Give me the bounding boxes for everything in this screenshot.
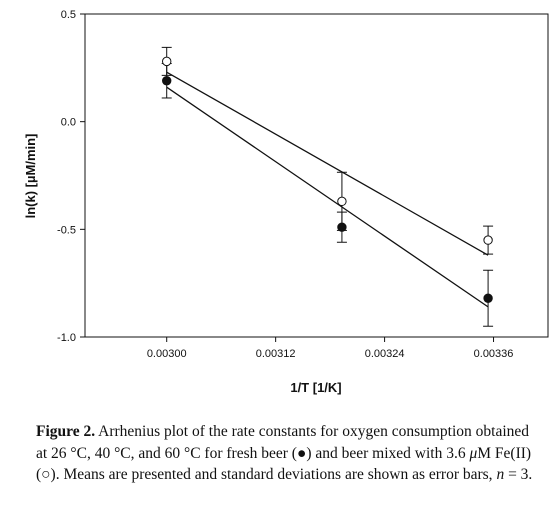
filled-circle-symbol: ● xyxy=(296,444,307,462)
figure-caption: Figure 2. Arrhenius plot of the rate con… xyxy=(36,421,536,486)
data-points xyxy=(162,56,493,303)
point-open xyxy=(162,56,172,67)
y-axis-label: ln(k) [µM/min] xyxy=(23,134,38,219)
caption-text-4: ). Means are presented and standard devi… xyxy=(50,466,497,483)
caption-text-2: ) and beer mixed with 3.6 xyxy=(306,444,470,462)
arrhenius-chart: -1.0-0.50.00.5 0.00300 0.00312 0.00324 0.00… xyxy=(23,9,549,395)
fit-lines xyxy=(166,71,489,308)
x-tick-label: 0.00336 xyxy=(474,348,514,360)
point-open xyxy=(337,196,347,207)
fit-line-filled xyxy=(166,86,489,308)
open-circle-symbol: ○ xyxy=(41,466,51,483)
y-tick-label: -0.5 xyxy=(57,224,76,236)
y-tick-label: 0.0 xyxy=(61,117,76,129)
y-axis-ticks: -1.0 -0.5 0.0 0.5 xyxy=(57,9,85,344)
plot-frame xyxy=(84,13,549,338)
point-filled xyxy=(162,76,172,86)
point-filled xyxy=(483,293,493,303)
x-tick-label: 0.00324 xyxy=(365,348,405,360)
caption-label: Figure 2. xyxy=(36,423,96,440)
point-filled xyxy=(337,222,347,232)
caption-text-3: M Fe(II) ( xyxy=(36,444,532,484)
x-tick-label: 0.00300 xyxy=(147,348,187,360)
x-axis-ticks: 0.00300 0.00312 0.00324 0.00336 xyxy=(147,337,514,360)
caption-text-5: = 3. xyxy=(504,466,533,483)
point-open xyxy=(483,235,493,245)
fit-line-open xyxy=(166,71,489,256)
error-bars xyxy=(161,46,494,327)
y-tick-label: 0.5 xyxy=(61,9,76,21)
x-tick-label: 0.00312 xyxy=(256,348,296,360)
caption-text-1: Arrhenius plot of the rate constants for… xyxy=(36,423,530,462)
y-tick-label: -1.0 xyxy=(57,332,76,344)
micro-symbol: μ xyxy=(469,444,478,462)
n-variable: n xyxy=(496,466,505,483)
x-axis-label: 1/T [1/K] xyxy=(290,380,341,395)
